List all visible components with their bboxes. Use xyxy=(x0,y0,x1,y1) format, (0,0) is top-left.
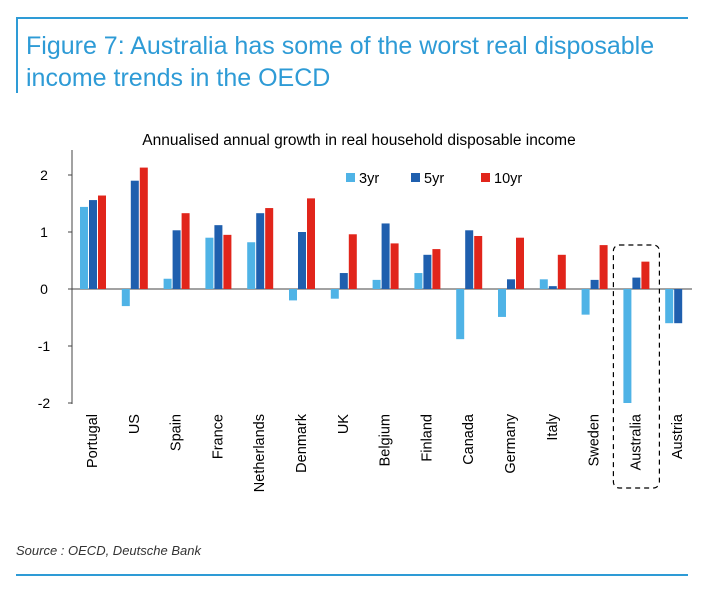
bar-3yr-portugal xyxy=(80,206,88,289)
bar-3yr-australia xyxy=(623,289,632,403)
bar-10yr-finland xyxy=(432,249,441,289)
x-tick-label: UK xyxy=(336,414,352,434)
left-rule xyxy=(16,17,18,93)
x-tick-label: France xyxy=(210,414,226,459)
x-tick-label: US xyxy=(127,414,143,434)
bar-10yr-spain xyxy=(181,213,190,289)
x-tick-label: Italy xyxy=(545,413,561,440)
x-tick-label: Denmark xyxy=(294,413,310,473)
bottom-rule xyxy=(16,574,688,576)
legend-swatch-3yr xyxy=(346,173,355,182)
y-tick-label: 2 xyxy=(40,167,48,183)
bar-10yr-sweden xyxy=(599,245,608,289)
bar-3yr-finland xyxy=(414,273,423,289)
bar-10yr-france xyxy=(223,234,232,289)
figure-heading-line-2: income trends in the OECD xyxy=(26,64,331,92)
top-rule xyxy=(16,17,688,19)
legend-label-3yr: 3yr xyxy=(359,171,379,187)
bar-3yr-germany xyxy=(498,289,506,317)
x-tick-label: Belgium xyxy=(378,414,394,466)
bar-10yr-portugal xyxy=(98,195,106,289)
bar-10yr-netherlands xyxy=(265,208,274,289)
x-tick-label: Spain xyxy=(169,414,185,451)
x-tick-label: Portugal xyxy=(85,414,101,468)
bar-10yr-uk xyxy=(348,234,357,289)
y-tick-label: -1 xyxy=(38,338,51,354)
x-tick-label: Finland xyxy=(419,414,435,462)
bar-3yr-netherlands xyxy=(247,242,256,289)
bar-5yr-denmark xyxy=(298,232,306,289)
legend-label-10yr: 10yr xyxy=(494,171,522,187)
bar-5yr-belgium xyxy=(381,223,390,289)
legend-label-5yr: 5yr xyxy=(424,171,444,187)
highlight-box xyxy=(612,244,661,489)
bar-10yr-germany xyxy=(516,237,524,289)
y-tick-label: 1 xyxy=(40,224,48,240)
bar-5yr-italy xyxy=(548,286,557,289)
x-tick-label: Netherlands xyxy=(252,414,268,492)
bar-10yr-italy xyxy=(557,254,566,289)
bar-5yr-netherlands xyxy=(256,213,265,289)
bar-5yr-austria xyxy=(674,289,683,324)
bar-3yr-uk xyxy=(330,289,339,299)
legend: 3yr 5yr 10yr xyxy=(346,171,522,187)
bar-5yr-finland xyxy=(423,254,432,289)
bar-3yr-sweden xyxy=(581,289,590,315)
chart-title: Annualised annual growth in real househo… xyxy=(142,132,575,149)
bar-5yr-portugal xyxy=(89,200,97,289)
y-tick-label: 0 xyxy=(40,281,48,297)
figure-heading: Figure 7: Australia has some of the wors… xyxy=(26,30,686,94)
y-tick-label: -2 xyxy=(38,395,51,411)
bar-3yr-denmark xyxy=(289,289,297,301)
highlight-box-outline xyxy=(612,244,661,489)
x-tick-label: Austria xyxy=(670,413,686,459)
legend-swatch-5yr xyxy=(411,173,420,182)
bar-3yr-spain xyxy=(163,278,172,289)
bar-10yr-australia xyxy=(641,261,650,289)
bar-3yr-canada xyxy=(456,289,465,340)
bar-5yr-canada xyxy=(465,230,474,289)
bar-5yr-us xyxy=(130,180,139,289)
x-tick-label: Sweden xyxy=(587,414,603,466)
bar-3yr-italy xyxy=(539,279,548,289)
source-note: Source : OECD, Deutsche Bank xyxy=(16,543,201,558)
bar-5yr-germany xyxy=(507,279,515,289)
x-tick-label: Canada xyxy=(461,413,477,465)
bar-10yr-us xyxy=(139,167,148,289)
bar-5yr-france xyxy=(214,225,223,289)
bar-3yr-austria xyxy=(665,289,674,324)
bar-3yr-us xyxy=(121,289,130,307)
bar-5yr-uk xyxy=(339,273,348,289)
x-tick-label: Germany xyxy=(503,413,519,473)
bar-10yr-belgium xyxy=(390,243,399,289)
bar-10yr-canada xyxy=(474,235,483,289)
figure-heading-line-1: Figure 7: Australia has some of the wors… xyxy=(26,32,655,60)
x-tick-label: Australia xyxy=(628,413,644,470)
bar-5yr-sweden xyxy=(590,279,599,289)
bar-10yr-denmark xyxy=(307,198,315,289)
bar-3yr-belgium xyxy=(372,279,381,289)
bar-3yr-france xyxy=(205,237,214,289)
x-tick-labels: Portugal US Spain France Netherlands Denmark U… xyxy=(85,413,686,492)
bar-5yr-spain xyxy=(172,230,181,289)
legend-swatch-10yr xyxy=(481,173,490,182)
bar-5yr-australia xyxy=(632,277,641,289)
bars xyxy=(80,167,683,403)
